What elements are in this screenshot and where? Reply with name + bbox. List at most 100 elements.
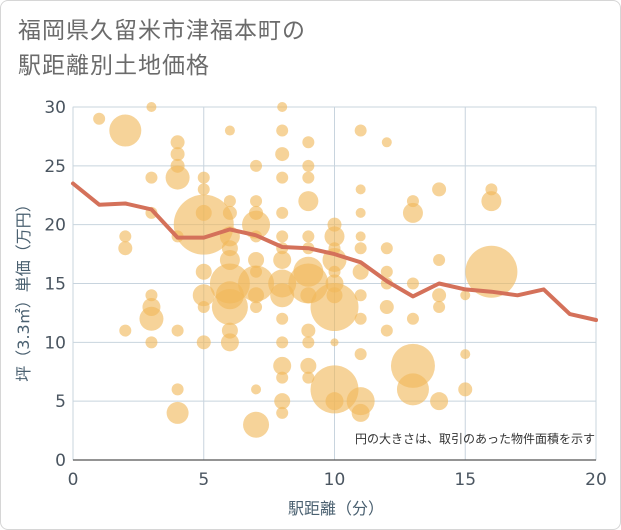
- bubble-point: [302, 136, 315, 149]
- bubble-point: [248, 251, 265, 268]
- bubble-point: [273, 250, 292, 269]
- bubble-point: [224, 125, 235, 136]
- bubble-point: [276, 336, 289, 349]
- bubble-point: [380, 324, 393, 337]
- y-tick-label: 25: [44, 157, 66, 177]
- bubble-point: [276, 406, 289, 419]
- bubble-point: [354, 124, 367, 137]
- bubble-point: [432, 288, 447, 303]
- bubble-point: [93, 112, 106, 125]
- bubble-point: [223, 195, 236, 208]
- bubble-point: [170, 135, 185, 150]
- bubble-point: [250, 195, 263, 208]
- bubble-point: [171, 383, 184, 396]
- bubble-point: [380, 242, 393, 255]
- bubble-point: [351, 403, 370, 422]
- bubble-point: [396, 373, 429, 406]
- chart-title: 福岡県久留米市津福本町の 駅距離別土地価格: [18, 14, 306, 84]
- bubble-point: [139, 306, 164, 331]
- bubble-point: [277, 102, 288, 112]
- bubble-point: [402, 202, 423, 223]
- bubble-point: [381, 137, 392, 148]
- bubble-point: [276, 124, 289, 137]
- bubble-point: [354, 242, 367, 255]
- bubble-point: [300, 357, 317, 374]
- bubble-point: [243, 411, 270, 438]
- trend-line-group: [71, 181, 598, 322]
- bubble-point: [166, 401, 189, 424]
- bubble-point: [302, 230, 315, 243]
- bubble-point: [355, 231, 366, 242]
- y-tick-label: 15: [44, 275, 66, 295]
- bubble-point: [119, 324, 132, 337]
- title-line-1: 福岡県久留米市津福本町の: [18, 18, 306, 44]
- bubble-point: [270, 283, 295, 308]
- grid: [72, 106, 597, 461]
- bubble-point: [302, 336, 315, 349]
- bubble-point: [433, 253, 446, 266]
- bubble-point: [301, 323, 316, 338]
- bubble-point: [145, 289, 158, 302]
- bubble-point: [430, 392, 449, 411]
- bubble-point: [171, 324, 184, 337]
- ticks: 0 5 10 15 20 25 30 0 5 10 15 20: [44, 98, 606, 490]
- bubble-point: [433, 301, 446, 314]
- bubble-point: [310, 283, 359, 332]
- bubble-point: [145, 171, 158, 184]
- bubble-point: [195, 263, 212, 280]
- bubbles: [93, 102, 518, 438]
- bubble-point: [220, 333, 239, 352]
- bubble-point: [276, 371, 289, 384]
- bubble-point: [238, 265, 275, 302]
- bubble-point: [250, 159, 263, 172]
- bubble-point: [211, 289, 248, 326]
- bubble-point: [170, 147, 185, 162]
- bubble-point: [380, 265, 393, 278]
- x-tick-label: 10: [324, 470, 346, 490]
- bubble-point: [354, 312, 367, 325]
- y-tick-label: 0: [55, 451, 66, 471]
- bubble-point: [109, 114, 142, 147]
- bubble-point: [310, 365, 359, 414]
- bubble-point: [197, 171, 210, 184]
- y-tick-label: 10: [44, 333, 66, 353]
- bubble-point: [298, 191, 319, 212]
- bubble-point: [276, 230, 289, 243]
- bubble-point: [146, 102, 157, 112]
- x-axis-label: 駅距離（分）: [288, 499, 384, 518]
- bubble-point: [354, 348, 367, 361]
- average-price-line: [71, 181, 598, 322]
- bubble-point: [119, 230, 132, 243]
- bubble-point: [354, 289, 367, 302]
- bubble-point: [330, 338, 339, 347]
- bubble-point: [173, 194, 234, 255]
- bubble-point: [250, 301, 263, 314]
- bubble-point: [460, 290, 471, 301]
- y-axis-label: 坪（3.3㎡）単価（万円）: [14, 196, 33, 381]
- bubble-point: [275, 147, 290, 162]
- bubble-point: [118, 241, 133, 256]
- bubble-point: [197, 301, 210, 314]
- bubble-point: [145, 336, 158, 349]
- bubble-point: [406, 277, 419, 290]
- bubble-point: [379, 300, 394, 315]
- title-line-2: 駅距離別土地価格: [18, 53, 210, 79]
- bubble-point: [481, 191, 502, 212]
- x-tick-label: 5: [198, 470, 209, 490]
- bubble-point: [325, 392, 344, 411]
- bubble-point: [355, 184, 366, 195]
- bubble-point: [390, 343, 435, 388]
- bubble-point: [328, 265, 341, 278]
- size-note: 円の大きさは、取引のあった物件面積を示す: [355, 431, 595, 446]
- bubble-point: [192, 284, 215, 307]
- bubble-point: [302, 159, 315, 172]
- bubble-point: [352, 263, 369, 280]
- y-tick-label: 20: [44, 216, 66, 236]
- bubble-point: [196, 335, 211, 350]
- bubble-point: [276, 312, 289, 325]
- bubble-point: [355, 207, 366, 218]
- bubble-point: [302, 371, 315, 384]
- x-tick-label: 20: [585, 470, 607, 490]
- bubble-point: [222, 205, 237, 220]
